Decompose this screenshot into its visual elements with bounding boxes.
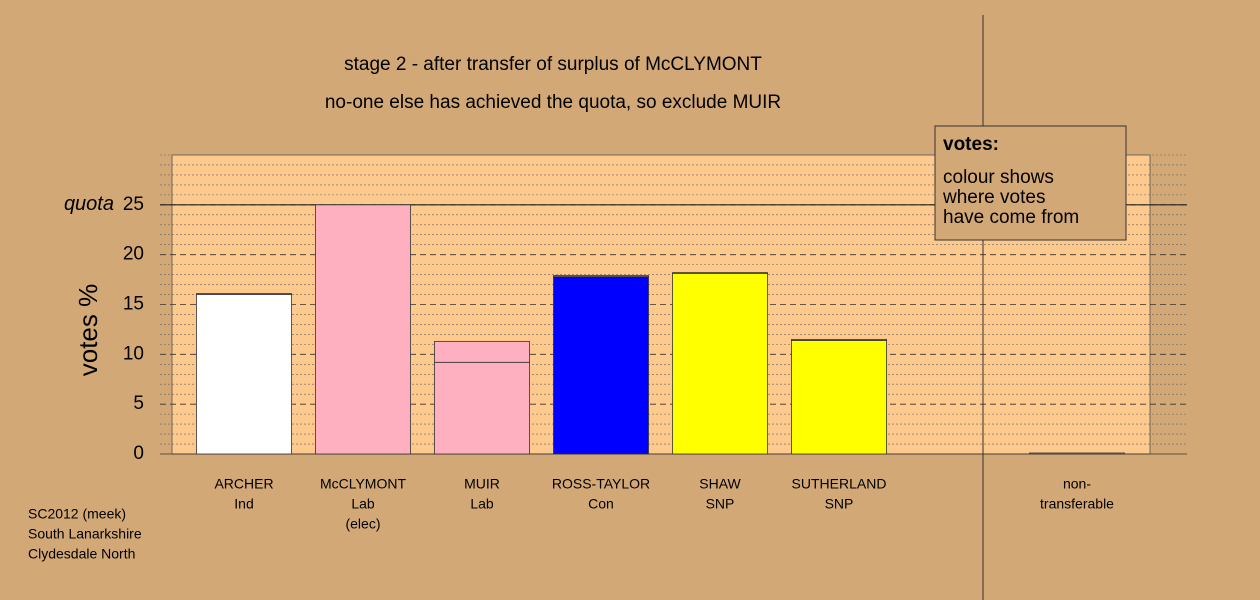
bar-segment bbox=[434, 340, 530, 363]
legend-title: votes: bbox=[943, 134, 999, 155]
bar-segment bbox=[791, 338, 887, 341]
x-tick-label: SNP bbox=[706, 496, 735, 512]
x-tick-label: MUIR bbox=[464, 476, 500, 492]
bar-segment bbox=[672, 272, 768, 275]
bar-segment bbox=[1029, 452, 1125, 455]
y-tick-label: 15 bbox=[123, 294, 144, 315]
x-tick-label: transferable bbox=[1040, 496, 1114, 512]
legend-box bbox=[934, 125, 1127, 241]
x-tick-label: Ind bbox=[234, 496, 253, 512]
y-tick-label: 20 bbox=[123, 244, 144, 265]
x-tick-label: SHAW bbox=[699, 476, 741, 492]
quota-label: quota bbox=[64, 193, 114, 215]
bar-segment bbox=[553, 276, 649, 455]
x-tick-label: Con bbox=[588, 496, 614, 512]
bar-segment bbox=[553, 275, 649, 277]
footnote: SC2012 (meek) bbox=[28, 506, 126, 522]
x-tick-label: Lab bbox=[351, 496, 375, 512]
y-tick-label: 25 bbox=[123, 194, 144, 215]
x-tick-label: ROSS-TAYLOR bbox=[552, 476, 650, 492]
bar-segment bbox=[196, 294, 292, 455]
bar-segment bbox=[315, 204, 411, 455]
x-tick-label: ARCHER bbox=[214, 476, 273, 492]
y-axis-label: votes % bbox=[73, 284, 103, 377]
legend-text: colour shows bbox=[943, 167, 1054, 188]
legend-text: where votes bbox=[942, 187, 1045, 208]
x-tick-label: SNP bbox=[825, 496, 854, 512]
x-tick-label: SUTHERLAND bbox=[792, 476, 887, 492]
footnote: South Lanarkshire bbox=[28, 526, 142, 542]
footnote: Clydesdale North bbox=[28, 546, 135, 562]
bar-segment bbox=[672, 273, 768, 455]
bar-segment bbox=[196, 293, 292, 295]
chart-subtitle: no-one else has achieved the quota, so e… bbox=[325, 92, 781, 113]
y-tick-label: 10 bbox=[123, 343, 144, 364]
bar-segment bbox=[791, 339, 887, 455]
legend-text: have come from bbox=[943, 207, 1079, 228]
y-tick-label: 5 bbox=[133, 393, 144, 414]
x-tick-label: non- bbox=[1063, 476, 1091, 492]
y-tick-label: 0 bbox=[133, 443, 144, 464]
x-tick-label: McCLYMONT bbox=[320, 476, 407, 492]
x-tick-label: (elec) bbox=[345, 516, 380, 532]
bar-segment bbox=[434, 361, 530, 455]
x-tick-label: Lab bbox=[470, 496, 494, 512]
chart-title: stage 2 - after transfer of surplus of M… bbox=[344, 54, 762, 75]
